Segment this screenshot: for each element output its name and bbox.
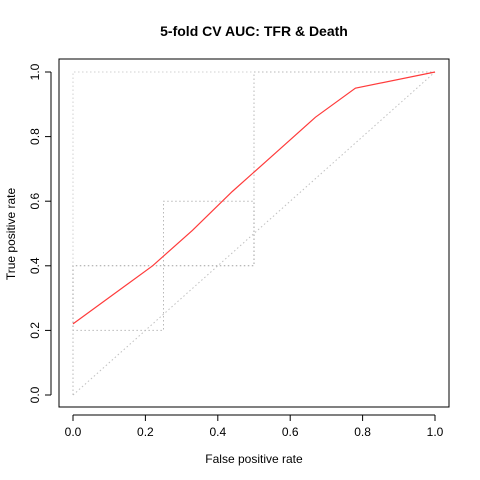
y-axis-label: True positive rate bbox=[4, 188, 18, 281]
x-tick-label: 0.4 bbox=[209, 425, 226, 439]
chart-title: 5-fold CV AUC: TFR & Death bbox=[160, 23, 348, 39]
axis-layer: 0.0 0.2 0.4 0.6 0.8 1.0 0.0 0.2 0.4 0.6 0.8 1.0 bbox=[28, 63, 444, 439]
y-tick-label: 0.0 bbox=[28, 386, 42, 403]
y-tick-label: 0.4 bbox=[28, 257, 42, 274]
x-tick-label: 0.0 bbox=[65, 425, 82, 439]
y-tick-label: 0.2 bbox=[28, 322, 42, 339]
y-tick-label: 0.6 bbox=[28, 193, 42, 210]
x-tick-label: 0.2 bbox=[137, 425, 154, 439]
x-tick-label: 0.8 bbox=[354, 425, 371, 439]
roc-fold-line-1 bbox=[72, 71, 435, 395]
x-tick-label: 0.6 bbox=[282, 425, 299, 439]
x-axis-label: False positive rate bbox=[205, 452, 303, 466]
x-tick-label: 1.0 bbox=[427, 425, 444, 439]
plot-frame bbox=[58, 58, 450, 408]
roc-fold-line-4 bbox=[72, 71, 436, 396]
y-tick-label: 1.0 bbox=[28, 63, 42, 80]
y-tick-label: 0.8 bbox=[28, 128, 42, 145]
roc-mean-line bbox=[72, 71, 436, 325]
series-layer bbox=[72, 71, 436, 396]
